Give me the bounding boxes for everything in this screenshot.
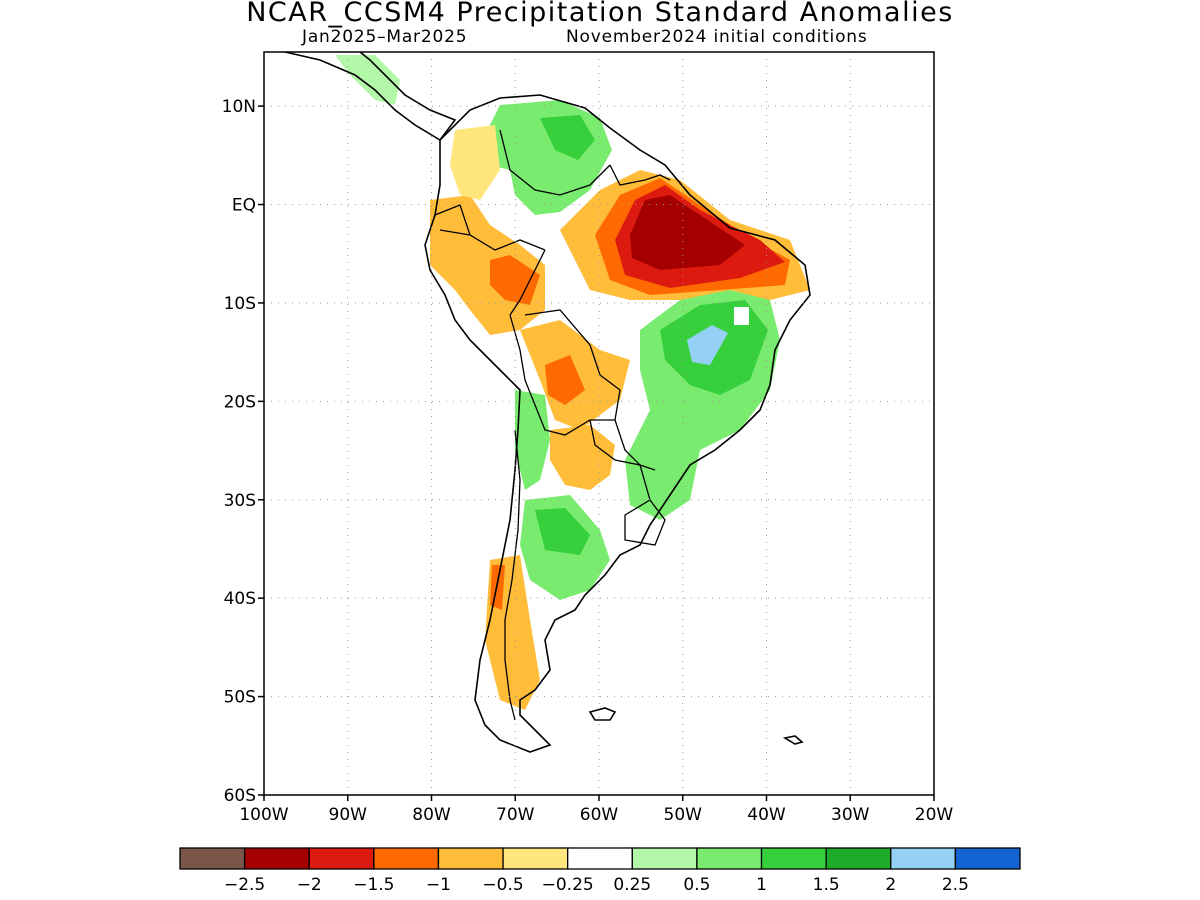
colorbar-label: 1.5 — [813, 875, 840, 895]
border-colombia-venezuela — [499, 129, 611, 196]
border-chile-argentina — [504, 429, 521, 721]
lat-tick-label: 20S — [224, 392, 256, 412]
coastlines — [284, 52, 811, 753]
lat-tick-label: EQ — [232, 196, 256, 216]
colorbar-label: −2 — [297, 875, 322, 895]
anomaly-peru-dry-light — [450, 125, 500, 200]
anomaly-chaco-dry — [550, 425, 615, 490]
border-peru-brazil — [509, 249, 546, 316]
colorbar-label: −2.5 — [224, 875, 265, 895]
colorbar-swatch — [954, 847, 1021, 870]
colorbar-swatch — [243, 847, 310, 870]
border-paraguay — [589, 419, 656, 471]
colorbar-swatch — [179, 847, 246, 870]
lon-tick-label: 60W — [580, 805, 619, 825]
colorbar-swatch — [825, 847, 892, 870]
country-borders — [434, 129, 671, 721]
central-america-coastline — [284, 52, 457, 142]
anomaly-argentina-wet-core — [535, 508, 590, 555]
lon-tick-label: 50W — [664, 805, 703, 825]
colorbar-swatch — [631, 847, 698, 870]
anomaly-fields — [335, 55, 810, 710]
colorbar: −2.5 −2 −1.5 −1 −0.5 −0.25 0.25 0.5 1 1.5 2 2.5 — [179, 847, 1021, 895]
colorbar-swatch — [437, 847, 504, 870]
colorbar-label: −0.5 — [482, 875, 523, 895]
colorbar-label: −1 — [426, 875, 451, 895]
falkland-islands — [588, 707, 617, 721]
lat-tick-label: 50S — [224, 688, 256, 708]
graticule — [264, 52, 934, 795]
lat-tick-label: 30S — [224, 491, 256, 511]
border-colombia-peru — [439, 229, 546, 251]
lon-tick-label: 90W — [329, 805, 368, 825]
colorbar-swatch — [890, 847, 957, 870]
anomaly-missing-cell — [734, 307, 749, 325]
border-guianas — [609, 164, 671, 186]
lat-tick-label: 40S — [224, 589, 256, 609]
border-brazil-argentina — [614, 419, 651, 501]
south-america-coastline — [424, 94, 811, 753]
border-peru-bolivia — [509, 314, 526, 381]
colorbar-label: 1 — [756, 875, 767, 895]
anomaly-chile-wet — [515, 390, 550, 490]
border-uruguay — [624, 499, 666, 546]
lon-tick-label: 70W — [496, 805, 535, 825]
colorbar-swatch — [760, 847, 827, 870]
south-georgia — [782, 735, 804, 745]
colorbar-label: −0.25 — [542, 875, 594, 895]
colorbar-swatch — [696, 847, 763, 870]
colorbar-swatch — [308, 847, 375, 870]
border-bolivia-chile-argentina — [524, 379, 615, 436]
lon-axis: 100W 90W 80W 70W 60W 50W 40W 30W 20W — [239, 795, 953, 825]
colorbar-swatch — [567, 847, 633, 870]
lon-tick-label: 20W — [915, 805, 954, 825]
colorbar-label: 2.5 — [942, 875, 969, 895]
lon-tick-label: 30W — [831, 805, 870, 825]
lat-tick-label: 10S — [224, 294, 256, 314]
lat-tick-label: 60S — [224, 786, 256, 806]
page-title: NCAR_CCSM4 Precipitation Standard Anomal… — [246, 0, 954, 28]
colorbar-swatch — [502, 847, 569, 870]
lat-tick-label: 10N — [222, 97, 256, 117]
colorbar-label: 2 — [885, 875, 896, 895]
anomaly-bolivia-dry-core — [545, 355, 585, 405]
subtitle-period: Jan2025–Mar2025 — [302, 27, 468, 47]
anomaly-green-north-core — [540, 115, 595, 160]
anomaly-peru-dry-core — [490, 255, 540, 305]
anomaly-brazil-dry-core — [630, 195, 745, 270]
subtitle-initial-conditions: November2024 initial conditions — [566, 27, 868, 47]
colorbar-label: 0.25 — [613, 875, 651, 895]
border-bolivia-brazil — [524, 309, 621, 421]
anomaly-green-caribbean — [335, 55, 400, 105]
colorbar-label: −1.5 — [353, 875, 394, 895]
lat-axis: 10N EQ 10S 20S 30S 40S 50S 60S — [222, 97, 264, 806]
colorbar-swatch — [373, 847, 440, 870]
lon-tick-label: 80W — [412, 805, 451, 825]
lon-tick-label: 100W — [239, 805, 288, 825]
colorbar-label: 0.5 — [683, 875, 710, 895]
lon-tick-label: 40W — [747, 805, 786, 825]
anomaly-brazil-wet-core — [687, 325, 728, 365]
